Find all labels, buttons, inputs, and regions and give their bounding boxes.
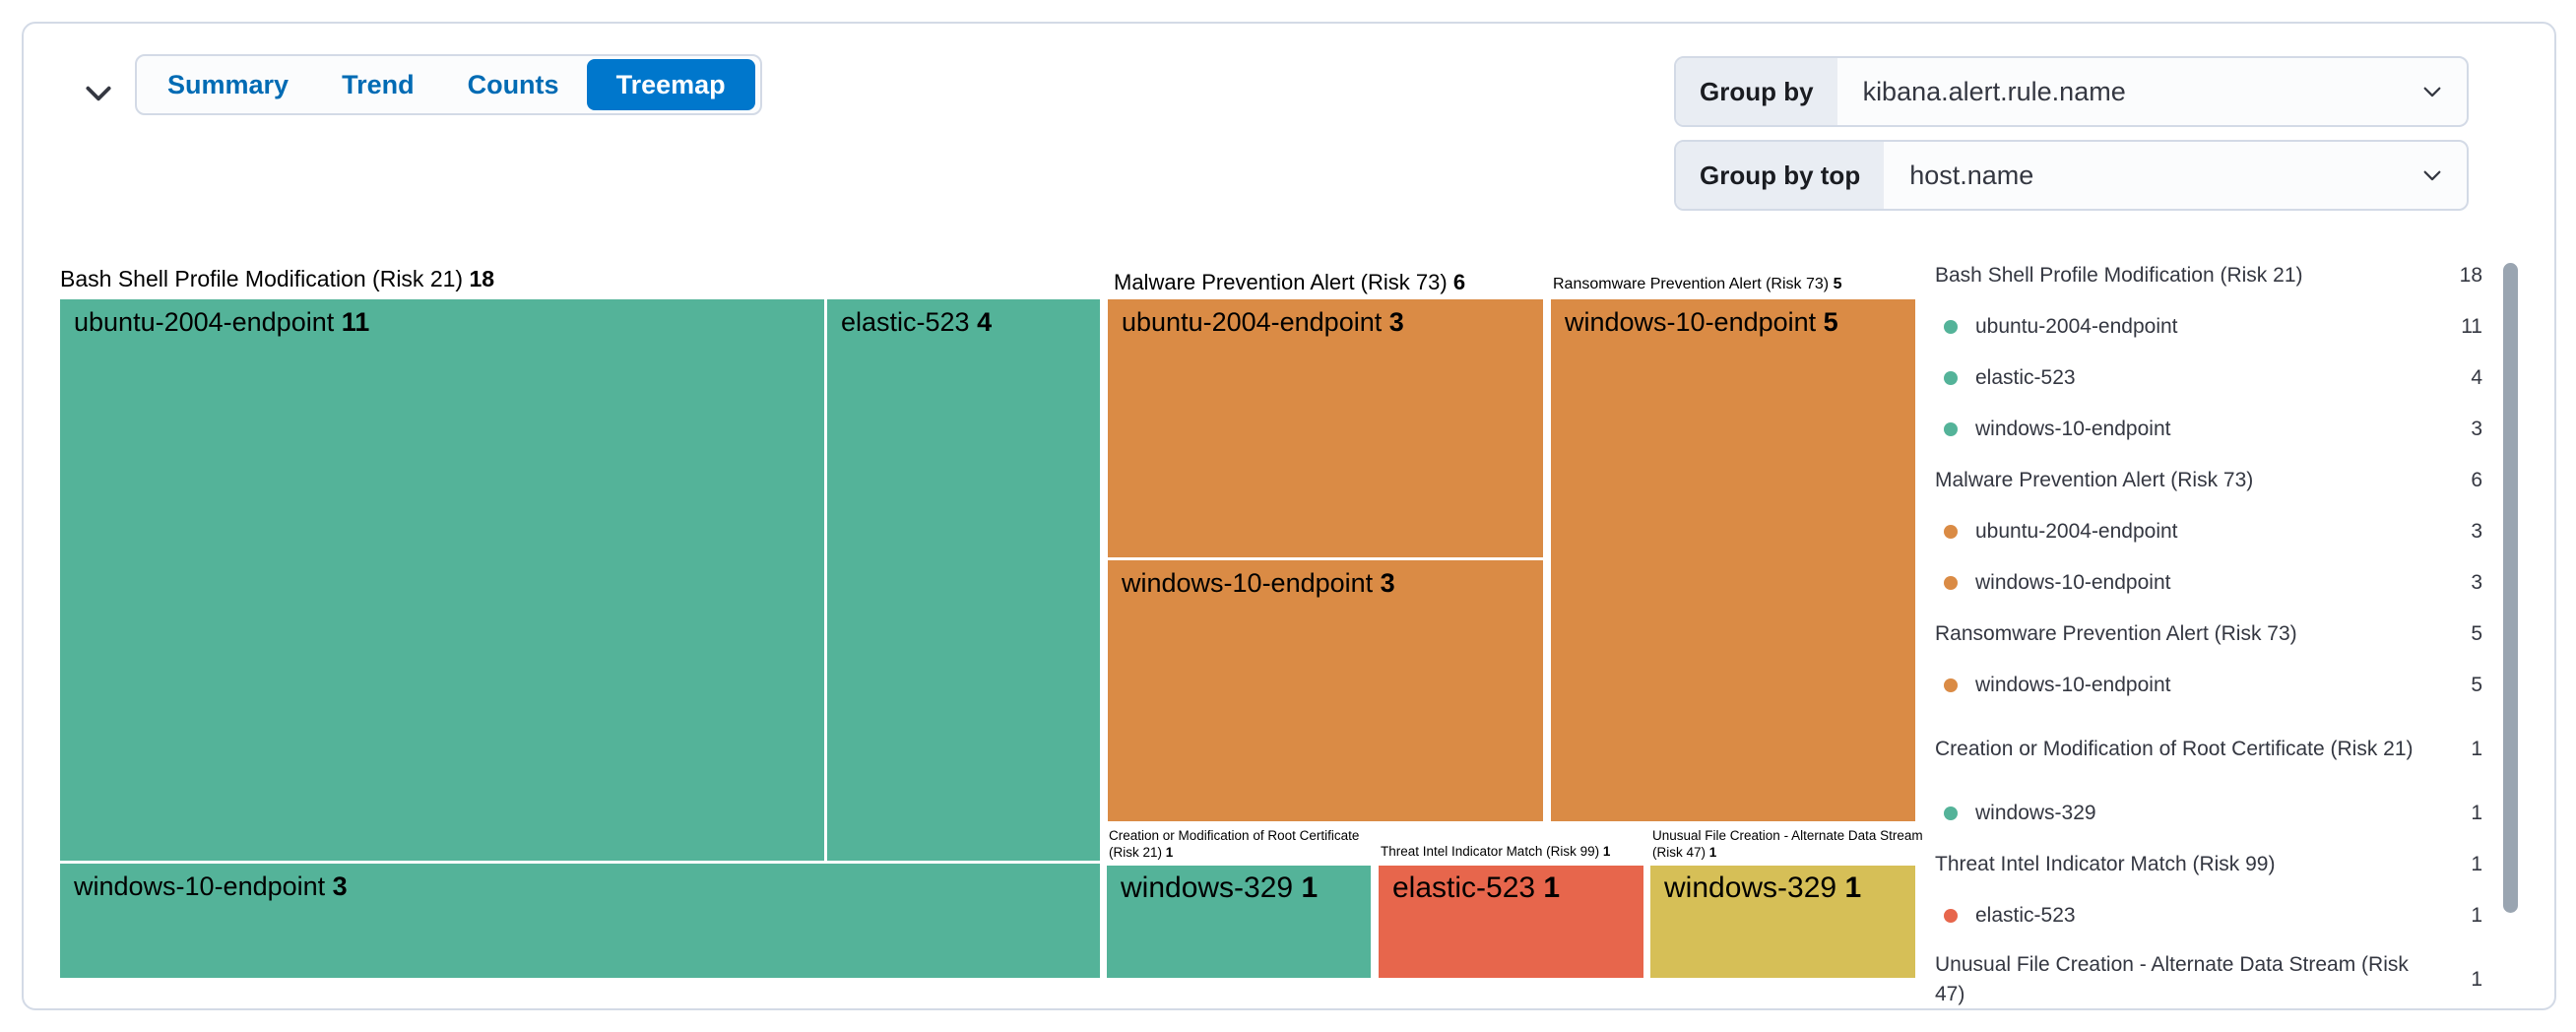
group-by-label: Group by [1676,58,1837,125]
legend-group-row[interactable]: Threat Intel Indicator Match (Risk 99) 1 [1935,852,2482,875]
legend-item-row[interactable]: ubuntu-2004-endpoint 11 [1935,301,2482,353]
chevron-down-icon [2419,58,2467,125]
treemap-legend: Bash Shell Profile Modification (Risk 21… [1935,250,2482,1008]
alerts-panel: Summary Trend Counts Treemap Group by ki… [22,22,2556,1010]
legend-item-row[interactable]: windows-10-endpoint 3 [1935,557,2482,609]
legend-item-row[interactable]: elastic-523 1 [1935,890,2482,941]
legend-item-row[interactable]: windows-329 1 [1935,788,2482,839]
legend-color-dot [1944,525,1958,539]
legend-group-row[interactable]: Bash Shell Profile Modification (Risk 21… [1935,263,2482,287]
treemap-group-header: Creation or Modification of Root Certifi… [1109,828,1360,860]
legend-color-dot [1944,422,1958,436]
tab-treemap[interactable]: Treemap [586,59,755,110]
group-by-top-label: Group by top [1676,142,1885,209]
legend-color-dot [1944,806,1958,820]
collapse-panel-button[interactable] [71,67,126,122]
legend-scrollbar-thumb[interactable] [2503,263,2518,913]
treemap-cell-malware-windows10[interactable]: windows-10-endpoint 3 [1108,560,1543,821]
chevron-down-icon [82,77,115,113]
treemap-group-header: Unusual File Creation - Alternate Data S… [1652,828,1923,860]
treemap-cell-threatintel-elastic[interactable]: elastic-523 1 [1379,866,1643,978]
chevron-down-icon [2419,142,2467,209]
legend-item-row[interactable]: ubuntu-2004-endpoint 3 [1935,506,2482,557]
legend-group-row[interactable]: Unusual File Creation - Alternate Data S… [1935,952,2482,1005]
group-by-select[interactable]: Group by kibana.alert.rule.name [1674,56,2469,127]
treemap-cell-ransomware-windows10[interactable]: windows-10-endpoint 5 [1551,299,1915,821]
tab-counts[interactable]: Counts [442,59,585,110]
legend-color-dot [1944,576,1958,590]
legend-item-row[interactable]: elastic-523 4 [1935,353,2482,404]
legend-group-row[interactable]: Creation or Modification of Root Certifi… [1935,737,2482,760]
legend-group-row[interactable]: Ransomware Prevention Alert (Risk 73) 5 [1935,621,2482,645]
treemap-cell-ads-windows329[interactable]: windows-329 1 [1650,866,1915,978]
legend-color-dot [1944,909,1958,923]
treemap-group-header: Bash Shell Profile Modification (Risk 21… [60,266,495,291]
treemap-cell-bash-windows10[interactable]: windows-10-endpoint 3 [60,864,1100,978]
legend-item-row[interactable]: windows-10-endpoint 5 [1935,660,2482,711]
group-by-value: kibana.alert.rule.name [1862,76,2126,106]
treemap-cell-rootcert-windows329[interactable]: windows-329 1 [1107,866,1371,978]
chart-view-button-group: Summary Trend Counts Treemap [135,54,762,115]
treemap-group-header: Malware Prevention Alert (Risk 73) 6 [1114,270,1466,294]
treemap-cell-bash-elastic[interactable]: elastic-523 4 [827,299,1100,861]
treemap-cell-malware-ubuntu[interactable]: ubuntu-2004-endpoint 3 [1108,299,1543,557]
tab-summary[interactable]: Summary [142,59,314,110]
group-by-top-value: host.name [1909,160,2034,190]
group-by-top-select[interactable]: Group by top host.name [1674,140,2469,211]
legend-color-dot [1944,371,1958,385]
treemap-group-header: Ransomware Prevention Alert (Risk 73) 5 [1553,276,1842,292]
legend-item-row[interactable]: windows-10-endpoint 3 [1935,404,2482,455]
treemap-group-header: Threat Intel Indicator Match (Risk 99) 1 [1381,844,1611,859]
legend-color-dot [1944,320,1958,334]
legend-color-dot [1944,678,1958,692]
tab-trend[interactable]: Trend [316,59,440,110]
treemap-cell-bash-ubuntu[interactable]: ubuntu-2004-endpoint 11 [60,299,824,861]
legend-group-row[interactable]: Malware Prevention Alert (Risk 73) 6 [1935,468,2482,491]
